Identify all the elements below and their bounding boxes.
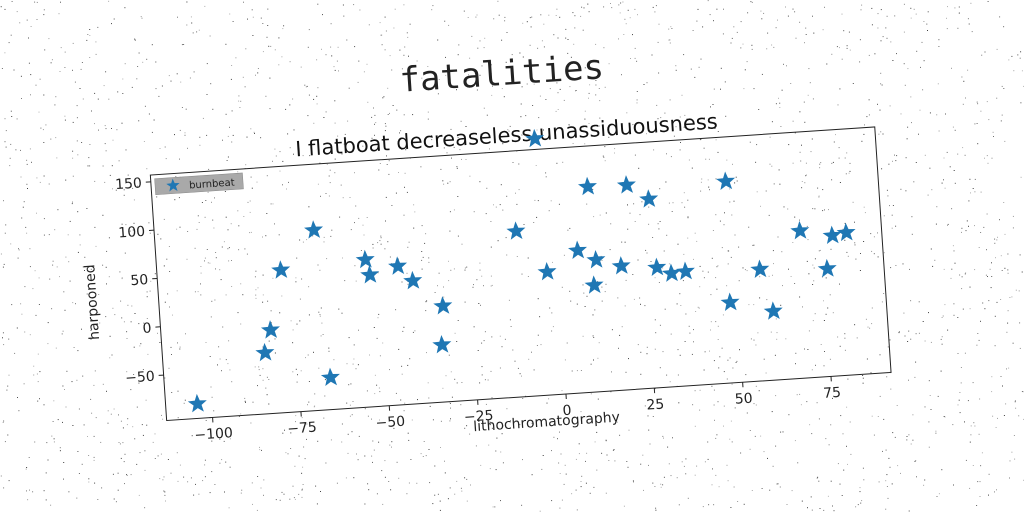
data-point-star-icon: [304, 220, 324, 239]
y-tick-label: 0: [142, 320, 152, 337]
data-point-star-icon: [355, 249, 375, 269]
legend: burnbeat: [154, 172, 244, 196]
data-point-star-icon: [320, 367, 340, 387]
data-point-star-icon: [568, 240, 587, 259]
x-axis: −100 −75 −50 −25 0 25 50 75: [194, 376, 842, 444]
data-point-star-icon: [403, 270, 423, 290]
y-tick-label: −50: [125, 369, 156, 387]
x-tick-label: −25: [463, 408, 494, 426]
x-tick-label: 50: [734, 391, 753, 408]
data-point-star-icon: [388, 256, 408, 275]
data-point-star-icon: [720, 292, 740, 311]
legend-star-icon: [166, 178, 180, 192]
x-tick-label: −50: [375, 414, 406, 432]
y-tick-label: 100: [118, 224, 146, 242]
data-point-star-icon: [433, 296, 453, 315]
y-tick-label: 50: [130, 272, 149, 289]
data-point-star-icon: [260, 320, 280, 339]
data-point-star-icon: [255, 342, 275, 362]
data-point-star-icon: [763, 301, 783, 320]
x-tick-label: 25: [646, 397, 665, 414]
data-point-star-icon: [661, 263, 681, 282]
y-axis-label: harpooned: [82, 264, 103, 341]
data-point-star-icon: [537, 261, 557, 281]
plot-frame: [149, 126, 892, 422]
data-point-star-icon: [432, 334, 452, 354]
x-tick-label: −75: [287, 420, 318, 438]
data-point-star-icon: [822, 225, 842, 245]
x-tick-label: 0: [562, 403, 572, 420]
data-point-star-icon: [616, 175, 636, 194]
legend-star-mark: [166, 178, 180, 192]
data-point-star-icon: [817, 258, 837, 278]
y-tick-label: 150: [115, 175, 143, 193]
x-tick-label: −100: [194, 425, 233, 444]
x-axis-label: lithochromatography: [473, 409, 621, 435]
data-point-star-icon: [360, 265, 380, 284]
data-point-star-icon: [506, 221, 526, 240]
figure-suptitle: fatalities: [398, 47, 605, 100]
data-point-star-icon: [187, 393, 207, 413]
x-tick-label: 75: [823, 385, 842, 402]
data-point-star-icon: [577, 176, 597, 196]
data-point-star-icon: [271, 260, 291, 279]
scatter-points: [187, 128, 856, 413]
data-point-star-icon: [750, 259, 770, 278]
data-point-star-icon: [647, 257, 667, 277]
chart-title: I flatboat decreaseless unassiduousness: [295, 109, 719, 161]
y-axis: −50 0 50 100 150: [115, 175, 164, 387]
data-point-star-icon: [525, 128, 545, 148]
data-point-star-icon: [675, 261, 695, 280]
data-point-star-icon: [836, 222, 856, 242]
data-point-star-icon: [639, 189, 659, 208]
data-point-star-icon: [611, 256, 631, 275]
legend-label: burnbeat: [189, 177, 235, 191]
data-point-star-icon: [716, 171, 736, 190]
data-point-star-icon: [584, 275, 604, 294]
data-point-star-icon: [586, 250, 606, 269]
data-point-star-icon: [790, 220, 810, 240]
chart-axes: I flatboat decreaseless unassiduousness …: [82, 109, 892, 444]
